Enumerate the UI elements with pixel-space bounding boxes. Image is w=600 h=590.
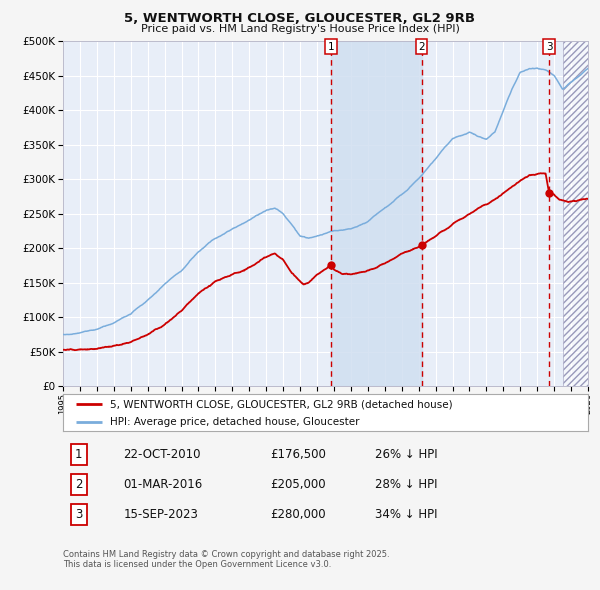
Text: £176,500: £176,500 [271,448,326,461]
Text: 5, WENTWORTH CLOSE, GLOUCESTER, GL2 9RB (detached house): 5, WENTWORTH CLOSE, GLOUCESTER, GL2 9RB … [110,399,453,409]
Text: 3: 3 [546,42,553,52]
Text: HPI: Average price, detached house, Gloucester: HPI: Average price, detached house, Glou… [110,417,360,427]
Text: 5, WENTWORTH CLOSE, GLOUCESTER, GL2 9RB: 5, WENTWORTH CLOSE, GLOUCESTER, GL2 9RB [125,12,476,25]
Text: 3: 3 [75,508,82,521]
Text: 15-SEP-2023: 15-SEP-2023 [124,508,198,521]
Text: 01-MAR-2016: 01-MAR-2016 [124,478,203,491]
Text: £280,000: £280,000 [271,508,326,521]
Text: 28% ↓ HPI: 28% ↓ HPI [376,478,438,491]
Text: Contains HM Land Registry data © Crown copyright and database right 2025.
This d: Contains HM Land Registry data © Crown c… [63,550,389,569]
Text: Price paid vs. HM Land Registry's House Price Index (HPI): Price paid vs. HM Land Registry's House … [140,24,460,34]
Text: 26% ↓ HPI: 26% ↓ HPI [376,448,438,461]
Text: 1: 1 [328,42,334,52]
Text: 22-OCT-2010: 22-OCT-2010 [124,448,201,461]
Text: £205,000: £205,000 [271,478,326,491]
Text: 2: 2 [418,42,425,52]
Text: 2: 2 [75,478,83,491]
Bar [331,41,422,386]
Text: 34% ↓ HPI: 34% ↓ HPI [376,508,438,521]
Text: 1: 1 [75,448,83,461]
